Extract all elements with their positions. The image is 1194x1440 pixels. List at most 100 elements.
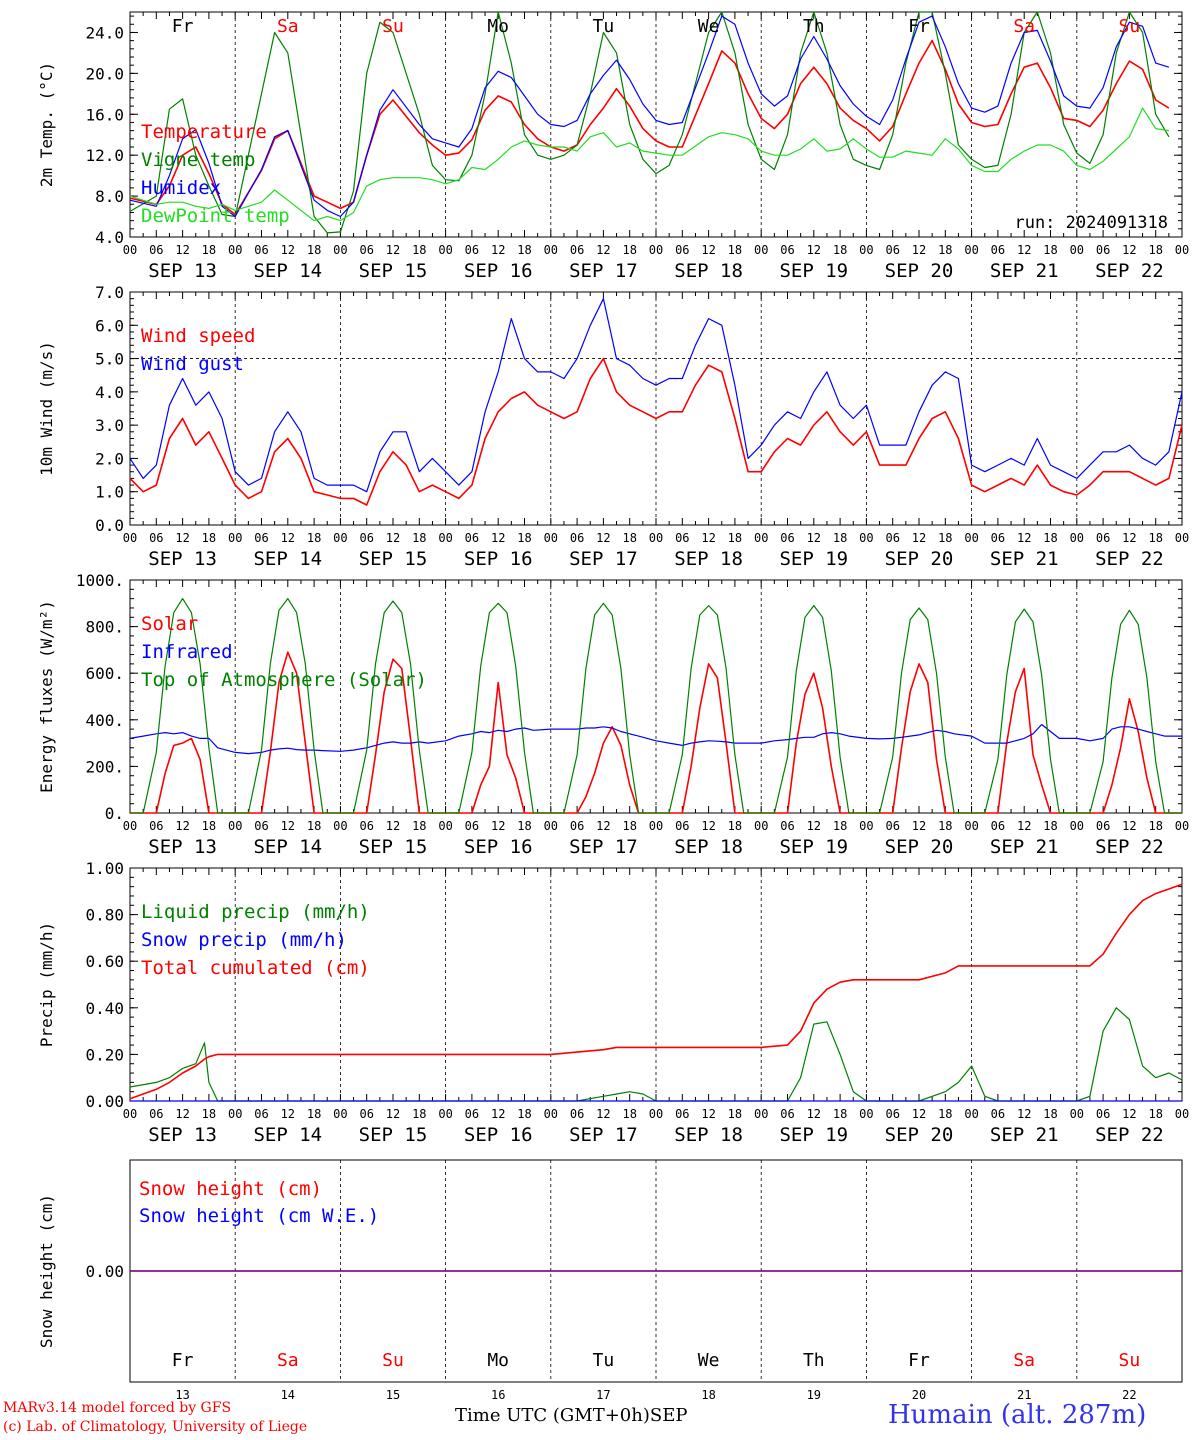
weekday-label: Fr	[172, 1350, 194, 1371]
hour-tick-label: 00	[754, 1107, 768, 1121]
hour-tick-label: 18	[833, 243, 847, 257]
date-label: SEP 20	[885, 1124, 954, 1146]
hour-tick-label: 06	[149, 819, 163, 833]
y-axis-label: 2m Temp. (°C)	[37, 62, 56, 187]
hour-tick-label: 12	[386, 531, 400, 545]
hour-tick-label: 12	[912, 243, 926, 257]
y-tick-label: 1.0	[95, 483, 124, 502]
date-label: SEP 22	[1095, 260, 1164, 282]
date-label: SEP 21	[990, 548, 1059, 570]
hour-tick-label: 06	[1096, 531, 1110, 545]
hour-tick-label: 18	[517, 243, 531, 257]
hour-tick-label: 06	[570, 531, 584, 545]
weekday-label: Fr	[908, 1350, 930, 1371]
series-line-2	[129, 723, 1182, 755]
hour-tick-label: 06	[675, 531, 689, 545]
date-label: SEP 15	[359, 836, 428, 858]
day-number-label: 19	[807, 1388, 821, 1402]
series-line-1	[129, 357, 1183, 506]
hour-tick-label: 06	[359, 243, 373, 257]
hour-tick-label: 12	[596, 819, 610, 833]
legend-entry: DewPoint temp	[141, 205, 290, 227]
hour-tick-label: 18	[517, 1107, 531, 1121]
hour-tick-label: 00	[964, 819, 978, 833]
hour-tick-label: 00	[123, 1107, 137, 1121]
hour-tick-label: 06	[1096, 243, 1110, 257]
hour-tick-label: 00	[123, 531, 137, 545]
date-label: SEP 18	[674, 548, 743, 570]
hour-tick-label: 00	[964, 1107, 978, 1121]
date-label: SEP 19	[779, 548, 848, 570]
y-tick-label: 800.	[85, 618, 124, 637]
date-label: SEP 21	[990, 260, 1059, 282]
date-label: SEP 14	[253, 1124, 322, 1146]
hour-tick-label: 00	[544, 243, 558, 257]
date-label: SEP 16	[464, 836, 533, 858]
legend-entry: Wind speed	[141, 325, 255, 347]
date-label: SEP 15	[359, 548, 428, 570]
hour-tick-label: 18	[1148, 1107, 1162, 1121]
hour-tick-label: 00	[1175, 819, 1189, 833]
hour-tick-label: 12	[491, 819, 505, 833]
y-tick-label: 0.00	[85, 1262, 124, 1281]
y-tick-label: 0.00	[85, 1092, 124, 1111]
y-tick-label: 0.0	[95, 516, 124, 535]
hour-tick-label: 06	[359, 531, 373, 545]
hour-tick-label: 00	[649, 531, 663, 545]
weekday-label: Mo	[487, 1350, 509, 1371]
date-label: SEP 13	[148, 836, 217, 858]
hour-tick-label: 00	[228, 1107, 242, 1121]
date-label: SEP 13	[148, 260, 217, 282]
day-number-label: 16	[491, 1388, 505, 1402]
hour-tick-label: 18	[833, 1107, 847, 1121]
day-number-label: 17	[596, 1388, 610, 1402]
y-tick-label: 0.	[105, 804, 124, 823]
weekday-label: Fr	[172, 16, 194, 37]
y-tick-label: 6.0	[95, 316, 124, 335]
hour-tick-label: 00	[228, 531, 242, 545]
date-label: SEP 20	[885, 260, 954, 282]
legend-entry: Top of Atmosphere (Solar)	[141, 669, 427, 691]
hour-tick-label: 18	[622, 243, 636, 257]
series-line-2	[129, 11, 1170, 234]
date-label: SEP 18	[674, 1124, 743, 1146]
hour-tick-label: 12	[1017, 1107, 1031, 1121]
series-line-3	[129, 883, 1183, 1100]
hour-tick-label: 00	[228, 819, 242, 833]
date-label: SEP 22	[1095, 836, 1164, 858]
weekday-label: Su	[382, 16, 404, 37]
y-tick-label: 12.0	[85, 146, 124, 165]
series-line-2	[129, 298, 1183, 493]
weekday-label: Fr	[908, 16, 930, 37]
y-tick-label: 24.0	[85, 23, 124, 42]
date-label: SEP 20	[885, 836, 954, 858]
y-tick-label: 2.0	[95, 449, 124, 468]
legend-entry: Liquid precip (mm/h)	[141, 901, 370, 923]
legend-entry: Total cumulated (cm)	[141, 957, 370, 979]
hour-tick-label: 06	[149, 1107, 163, 1121]
weekday-label: Sa	[277, 16, 299, 37]
date-label: SEP 17	[569, 260, 638, 282]
hour-tick-label: 18	[1148, 531, 1162, 545]
hour-tick-label: 18	[728, 243, 742, 257]
hour-tick-label: 18	[412, 243, 426, 257]
legend-entry: Snow height (cm)	[139, 1178, 322, 1200]
hour-tick-label: 00	[1175, 531, 1189, 545]
hour-tick-label: 00	[859, 819, 873, 833]
hour-tick-label: 12	[701, 243, 715, 257]
hour-tick-label: 00	[544, 531, 558, 545]
hour-tick-label: 12	[175, 819, 189, 833]
hour-tick-label: 00	[438, 1107, 452, 1121]
date-label: SEP 19	[779, 836, 848, 858]
hour-tick-label: 00	[544, 1107, 558, 1121]
hour-tick-label: 12	[807, 819, 821, 833]
weekday-label: Mo	[487, 16, 509, 37]
day-number-label: 20	[912, 1388, 926, 1402]
hour-tick-label: 06	[465, 1107, 479, 1121]
hour-tick-label: 00	[1175, 243, 1189, 257]
y-tick-label: 1.00	[85, 859, 124, 878]
date-label: SEP 19	[779, 260, 848, 282]
hour-tick-label: 06	[780, 819, 794, 833]
date-label: SEP 20	[885, 548, 954, 570]
hour-tick-label: 06	[570, 1107, 584, 1121]
